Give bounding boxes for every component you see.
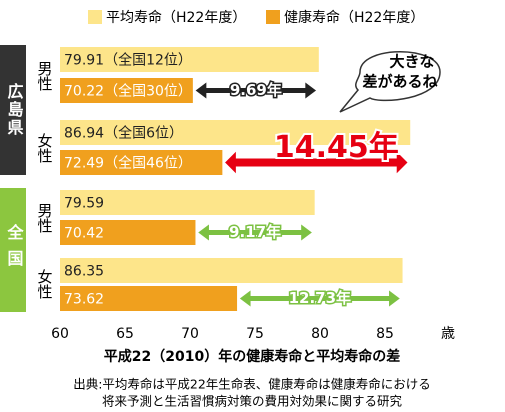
category-label: 女性 bbox=[36, 268, 54, 299]
difference-arrow bbox=[194, 80, 318, 101]
bar bbox=[60, 78, 193, 103]
callout-text: 大きな bbox=[389, 53, 434, 71]
category-label: 男性 bbox=[36, 61, 54, 91]
value-label: 70.42 bbox=[64, 226, 104, 242]
difference-label: 12.73年 bbox=[289, 289, 351, 307]
group-label: 広島県 bbox=[5, 82, 24, 137]
value-label: 79.59 bbox=[64, 196, 104, 212]
bar bbox=[60, 120, 411, 145]
value-label: 72.49（全国46位） bbox=[64, 155, 192, 172]
x-tick-label: 60 bbox=[51, 326, 69, 342]
x-tick-label: 85 bbox=[376, 326, 394, 342]
legend-label: 平均寿命（H22年度） bbox=[106, 9, 246, 26]
value-label: 73.62 bbox=[64, 292, 104, 308]
difference-label: 9.69年 bbox=[230, 81, 282, 99]
difference-arrow bbox=[223, 149, 409, 176]
footnote: 出典:平均寿命は平成22年生命表、健康寿命は健康寿命における bbox=[73, 377, 431, 392]
value-label: 86.35 bbox=[64, 264, 104, 280]
difference-arrow bbox=[238, 288, 402, 309]
category-label: 男性 bbox=[36, 203, 54, 233]
group-box bbox=[0, 188, 26, 312]
legend-swatch bbox=[266, 10, 280, 24]
x-unit: 歳 bbox=[441, 326, 455, 342]
bar bbox=[60, 150, 223, 175]
callout-text: 差があるね bbox=[362, 73, 437, 91]
x-tick-label: 80 bbox=[311, 326, 329, 342]
legend-label: 健康寿命（H22年度） bbox=[284, 9, 424, 26]
callout-bubble bbox=[339, 51, 441, 113]
bar bbox=[60, 220, 196, 245]
difference-label: 14.45年 bbox=[274, 130, 399, 165]
group-box bbox=[0, 45, 26, 175]
category-label: 女性 bbox=[36, 132, 54, 163]
value-label: 86.94（全国6位） bbox=[64, 125, 183, 142]
x-tick-label: 65 bbox=[116, 326, 134, 342]
bar bbox=[60, 258, 403, 283]
x-tick-label: 75 bbox=[246, 326, 264, 342]
bar bbox=[60, 47, 319, 72]
bar bbox=[60, 286, 238, 311]
legend-swatch bbox=[88, 10, 102, 24]
difference-label: 9.17年 bbox=[229, 223, 281, 241]
value-label: 70.22（全国30位） bbox=[64, 83, 192, 100]
footnote: 将来予測と生活習慣病対策の費用対効果に関する研究 bbox=[102, 394, 403, 409]
bar bbox=[60, 190, 315, 215]
group-label: 全国 bbox=[5, 223, 25, 276]
value-label: 79.91（全国12位） bbox=[64, 52, 192, 69]
difference-arrow bbox=[196, 222, 314, 243]
x-tick-label: 70 bbox=[181, 326, 199, 342]
x-axis-title: 平成22（2010）年の健康寿命と平均寿命の差 bbox=[104, 348, 400, 365]
